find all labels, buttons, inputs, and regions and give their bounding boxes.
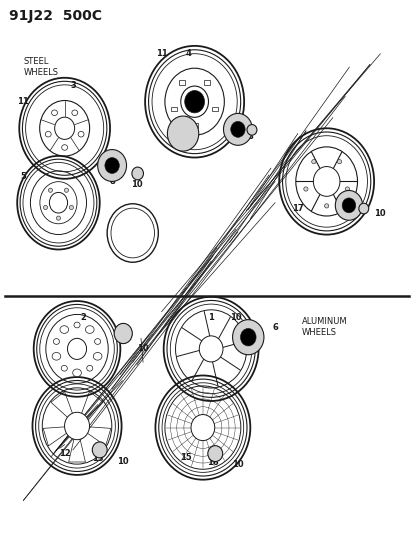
Ellipse shape [72,110,78,116]
Ellipse shape [180,86,208,117]
Ellipse shape [61,366,67,371]
Ellipse shape [45,132,51,137]
Ellipse shape [64,188,69,192]
Text: 10: 10 [116,457,128,466]
Ellipse shape [240,328,256,346]
Text: 10: 10 [374,209,385,218]
Ellipse shape [104,158,119,173]
FancyBboxPatch shape [171,107,177,111]
FancyBboxPatch shape [204,80,210,85]
Ellipse shape [184,91,204,113]
FancyBboxPatch shape [179,80,185,85]
Ellipse shape [132,167,143,180]
Text: ALUMINUM
WHEELS: ALUMINUM WHEELS [301,317,347,337]
Ellipse shape [69,205,73,209]
Text: 10: 10 [223,132,235,141]
Text: 91J22  500C: 91J22 500C [9,9,102,23]
Text: 17: 17 [291,204,303,213]
Ellipse shape [247,125,256,135]
Ellipse shape [49,192,67,213]
Ellipse shape [74,322,80,328]
Ellipse shape [52,352,61,360]
Ellipse shape [53,338,59,344]
Ellipse shape [303,187,307,191]
Text: 10: 10 [232,461,243,469]
Ellipse shape [85,326,94,333]
Text: 18: 18 [343,206,354,215]
Ellipse shape [324,204,328,208]
Ellipse shape [358,203,368,214]
Ellipse shape [190,415,214,441]
Text: 3: 3 [70,81,76,90]
Ellipse shape [62,144,67,150]
Ellipse shape [48,188,52,192]
Ellipse shape [207,446,222,462]
Ellipse shape [337,159,341,164]
Text: 16: 16 [207,458,218,466]
Text: 10: 10 [137,344,149,353]
Text: 13: 13 [92,455,103,463]
Text: 2: 2 [80,312,86,321]
Ellipse shape [344,187,349,191]
Text: 10: 10 [230,312,241,321]
Ellipse shape [167,116,198,151]
Ellipse shape [86,366,93,371]
Text: 11: 11 [17,97,29,106]
Ellipse shape [92,442,107,458]
Text: 10: 10 [131,180,142,189]
Ellipse shape [73,369,81,377]
Ellipse shape [223,114,252,146]
Ellipse shape [56,216,60,220]
Text: STEEL
WHEELS: STEEL WHEELS [23,56,58,77]
Text: 4: 4 [185,50,191,58]
Ellipse shape [335,190,362,220]
Text: 14: 14 [176,140,188,149]
Text: 8: 8 [247,132,253,141]
Ellipse shape [64,413,89,440]
Ellipse shape [60,326,69,333]
Ellipse shape [55,117,74,140]
Ellipse shape [107,204,158,262]
Text: 5: 5 [20,172,26,181]
FancyBboxPatch shape [211,107,217,111]
Text: 8: 8 [109,177,115,186]
Ellipse shape [232,320,263,355]
Ellipse shape [341,198,355,213]
Text: 7: 7 [117,334,123,343]
Text: 1: 1 [208,312,214,321]
Ellipse shape [78,132,84,137]
Text: 9: 9 [130,246,135,255]
Ellipse shape [311,159,315,164]
Text: 12: 12 [59,449,70,458]
Ellipse shape [93,352,102,360]
Ellipse shape [97,150,126,181]
Ellipse shape [67,338,86,359]
Text: 6: 6 [271,323,278,332]
Ellipse shape [230,122,244,138]
Ellipse shape [199,336,223,362]
Ellipse shape [94,338,100,344]
FancyBboxPatch shape [191,124,197,128]
Ellipse shape [52,110,57,116]
Text: 11: 11 [155,50,167,58]
Text: 15: 15 [180,454,192,463]
Ellipse shape [114,324,132,344]
Ellipse shape [313,166,339,196]
Ellipse shape [43,205,47,209]
